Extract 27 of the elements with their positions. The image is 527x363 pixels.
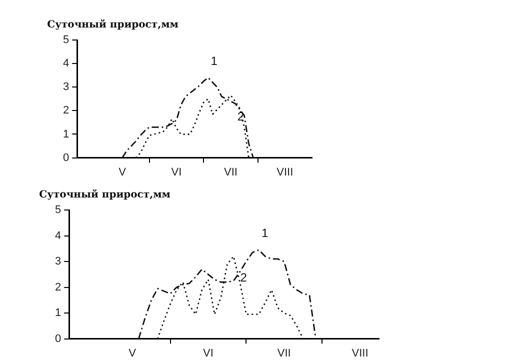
y-tick-label: 2 [62, 104, 70, 117]
y-axis-title: Суточный прирост,мм [39, 188, 171, 201]
y-tick-label: 4 [54, 230, 62, 242]
y-tick-label: 5 [62, 34, 70, 46]
series-label: 1 [262, 226, 268, 240]
line-series [138, 249, 316, 339]
series-label: 1 [210, 54, 218, 68]
y-tick-label: 4 [62, 58, 70, 70]
x-tick-label: V [128, 347, 137, 360]
line-series [122, 76, 254, 158]
x-tick-label: VII [277, 347, 291, 360]
x-tick-label: V [118, 166, 127, 178]
x-tick-label: VIII [352, 347, 368, 360]
x-tick-label: VIII [276, 166, 294, 178]
y-tick-label: 3 [62, 81, 70, 94]
y-tick-label: 1 [54, 307, 62, 320]
x-tick-label: VI [171, 166, 182, 178]
y-tick-label: 2 [54, 281, 62, 294]
y-tick-label: 0 [54, 332, 62, 345]
y-tick-label: 1 [62, 128, 70, 140]
y-axis-title: Суточный прирост,мм [47, 18, 179, 31]
x-tick-label: VI [203, 347, 214, 360]
y-tick-label: 0 [62, 152, 70, 164]
y-tick-label: 3 [54, 256, 62, 268]
y-tick-label: 5 [54, 204, 62, 216]
x-tick-label: VII [224, 166, 238, 178]
series-label: 2 [240, 270, 248, 285]
